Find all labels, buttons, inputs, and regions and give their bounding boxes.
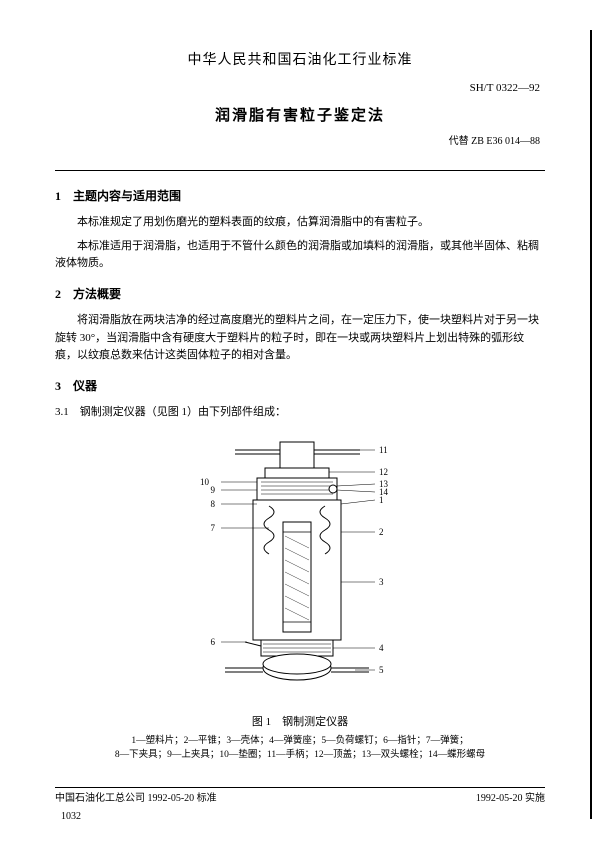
fig-label-7: 7 — [211, 523, 216, 533]
header-divider — [55, 170, 545, 171]
section-1-head: 1 主题内容与适用范围 — [55, 187, 545, 206]
standard-code: SH/T 0322—92 — [55, 80, 545, 98]
section-3-head: 3 仪器 — [55, 377, 545, 396]
section-1-p2: 本标准适用于润滑脂，也适用于不管什么颜色的润滑脂或加填料的润滑脂，或其他半固体、… — [55, 238, 545, 273]
page-number: 1032 — [55, 809, 545, 825]
document-header: 中华人民共和国石油化工行业标准 SH/T 0322—92 润滑脂有害粒子鉴定法 … — [55, 50, 545, 150]
fig-label-1: 1 — [379, 495, 384, 505]
page-footer: 中国石油化工总公司 1992-05-20 标准 1992-05-20 实施 10… — [55, 787, 545, 825]
footer-right: 1992-05-20 实施 — [476, 791, 545, 807]
section-2-p1: 将润滑脂放在两块洁净的经过高度磨光的塑料片之间，在一定压力下，使一块塑料片对于另… — [55, 312, 545, 365]
apparatus-diagram: 11 12 13 14 1 2 3 4 5 10 9 8 7 6 — [165, 432, 435, 702]
fig-label-3: 3 — [379, 577, 384, 587]
fig-label-6: 6 — [211, 637, 216, 647]
page-right-edge — [590, 30, 592, 819]
section-2-head: 2 方法概要 — [55, 285, 545, 304]
fig-label-12: 12 — [379, 467, 388, 477]
figure-1: 11 12 13 14 1 2 3 4 5 10 9 8 7 6 — [55, 432, 545, 709]
document-title: 润滑脂有害粒子鉴定法 — [55, 104, 545, 128]
fig-label-8: 8 — [211, 499, 216, 509]
replaces-line: 代替 ZB E36 014—88 — [55, 134, 545, 150]
org-name: 中华人民共和国石油化工行业标准 — [55, 50, 545, 72]
figure-caption: 图 1 钢制测定仪器 — [55, 714, 545, 732]
fig-label-4: 4 — [379, 643, 384, 653]
fig-label-10: 10 — [200, 477, 210, 487]
footer-left: 中国石油化工总公司 1992-05-20 标准 — [55, 791, 217, 807]
fig-label-9: 9 — [211, 485, 216, 495]
figure-legend: 1—塑料片；2—平锥；3—壳体；4—弹簧座；5—负荷螺钉；6—指针；7—弹簧； … — [55, 734, 545, 763]
fig-label-11: 11 — [379, 445, 388, 455]
figure-legend-line2: 8—下夹具；9—上夹具；10—垫圈；11—手柄；12—顶盖；13—双头螺栓；14… — [115, 750, 485, 760]
section-1-p1: 本标准规定了用划伤磨光的塑料表面的纹痕，估算润滑脂中的有害粒子。 — [55, 214, 545, 232]
fig-label-2: 2 — [379, 527, 384, 537]
fig-label-5: 5 — [379, 665, 384, 675]
section-3-1: 3.1 钢制测定仪器（见图 1）由下列部件组成： — [55, 404, 545, 422]
figure-legend-line1: 1—塑料片；2—平锥；3—壳体；4—弹簧座；5—负荷螺钉；6—指针；7—弹簧； — [131, 736, 468, 746]
